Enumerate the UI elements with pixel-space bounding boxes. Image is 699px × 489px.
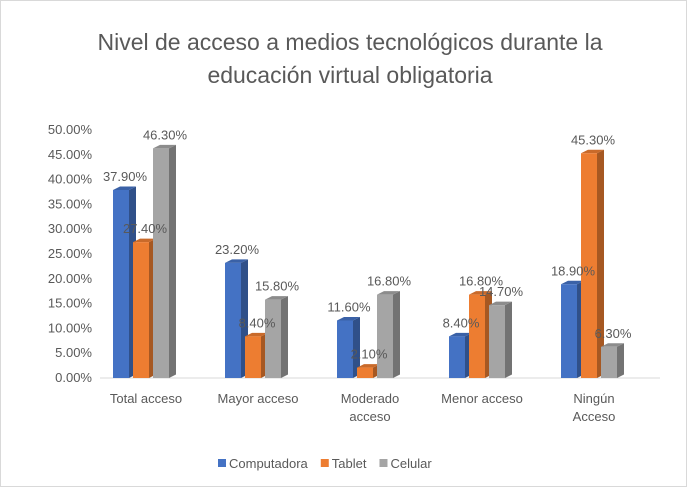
legend-label: Celular bbox=[390, 456, 432, 471]
bar-face bbox=[245, 336, 261, 378]
x-tick-label: Mayor acceso bbox=[217, 391, 299, 406]
bar-face bbox=[337, 320, 353, 378]
bar bbox=[245, 332, 268, 378]
bar-face bbox=[449, 332, 472, 337]
bar-face bbox=[357, 364, 380, 368]
bar-face bbox=[561, 280, 584, 285]
x-tick-label: Moderado acceso bbox=[340, 391, 400, 424]
bar bbox=[337, 316, 360, 378]
y-tick-label: 15.00% bbox=[48, 296, 93, 311]
data-label: 15.80% bbox=[255, 279, 300, 294]
bar bbox=[133, 238, 156, 378]
legend-label: Tablet bbox=[332, 456, 367, 471]
bar-face bbox=[377, 291, 400, 295]
bar-face bbox=[245, 332, 268, 337]
legend-swatch bbox=[379, 459, 388, 467]
bar-face bbox=[153, 148, 169, 378]
data-label: 2.10% bbox=[351, 347, 388, 362]
bar-face bbox=[113, 186, 136, 191]
data-label: 8.40% bbox=[239, 315, 276, 330]
data-label: 6.30% bbox=[595, 326, 632, 341]
data-label: 45.30% bbox=[571, 132, 616, 147]
data-label: 37.90% bbox=[103, 169, 148, 184]
y-tick-label: 5.00% bbox=[55, 345, 92, 360]
data-label: 8.40% bbox=[443, 315, 480, 330]
y-tick-label: 0.00% bbox=[55, 370, 92, 385]
bar-face bbox=[393, 291, 400, 378]
y-tick-label: 35.00% bbox=[48, 196, 93, 211]
data-label: 16.80% bbox=[367, 274, 412, 289]
bar bbox=[153, 144, 176, 378]
bar-face bbox=[469, 291, 492, 295]
legend-swatch bbox=[218, 459, 226, 467]
bar-face bbox=[597, 149, 604, 378]
legend-swatch bbox=[320, 459, 329, 467]
bar-face bbox=[601, 346, 617, 378]
bar-face bbox=[489, 301, 512, 306]
bar bbox=[561, 280, 584, 378]
bar bbox=[357, 364, 380, 378]
bar-face bbox=[357, 367, 373, 378]
bar-face bbox=[489, 305, 505, 378]
bar-face bbox=[113, 190, 129, 378]
bar bbox=[377, 291, 400, 378]
bar-face bbox=[337, 316, 360, 321]
bar bbox=[581, 149, 604, 378]
bar-face bbox=[169, 144, 176, 378]
bar-face bbox=[353, 316, 360, 378]
legend-label: Computadora bbox=[229, 456, 309, 471]
bar-face bbox=[601, 343, 624, 347]
bar-face bbox=[581, 149, 604, 154]
y-tick-label: 45.00% bbox=[48, 147, 93, 162]
bar-face bbox=[449, 336, 465, 378]
bar-face bbox=[265, 296, 288, 300]
bar bbox=[113, 186, 136, 378]
data-label: 16.80% bbox=[459, 274, 504, 289]
data-label: 14.70% bbox=[479, 284, 524, 299]
y-tick-label: 50.00% bbox=[48, 122, 93, 137]
x-tick-label: Total acceso bbox=[109, 391, 183, 406]
bar-face bbox=[561, 284, 577, 378]
y-tick-label: 25.00% bbox=[48, 246, 93, 261]
data-label: 23.20% bbox=[215, 242, 260, 257]
bar-face bbox=[133, 238, 156, 243]
bar-face bbox=[265, 299, 281, 378]
bar-face bbox=[469, 294, 485, 378]
chart-title: Nivel de acceso a medios tecnológicos du… bbox=[97, 29, 603, 88]
bar bbox=[469, 291, 492, 378]
bar-face bbox=[617, 343, 624, 378]
bar bbox=[449, 332, 472, 378]
bar-face bbox=[133, 242, 149, 378]
bar bbox=[265, 296, 288, 378]
bar-face bbox=[281, 296, 288, 378]
bar bbox=[489, 301, 512, 378]
bar-face bbox=[505, 301, 512, 378]
data-label: 27.40% bbox=[123, 221, 168, 236]
bar-face bbox=[377, 294, 393, 378]
bar-face bbox=[225, 262, 241, 378]
x-tick-label: Menor acceso bbox=[441, 391, 523, 406]
y-tick-label: 20.00% bbox=[48, 271, 93, 286]
bar-face bbox=[225, 259, 248, 263]
y-tick-label: 10.00% bbox=[48, 320, 93, 335]
data-label: 46.30% bbox=[143, 127, 188, 142]
x-tick-label: Ningún Acceso bbox=[572, 391, 616, 424]
y-tick-label: 30.00% bbox=[48, 221, 93, 236]
bar-face bbox=[153, 144, 176, 149]
y-tick-label: 40.00% bbox=[48, 172, 93, 187]
bar bbox=[601, 343, 624, 378]
data-label: 11.60% bbox=[327, 299, 371, 314]
bar-face bbox=[581, 153, 597, 378]
data-label: 18.90% bbox=[551, 263, 596, 278]
